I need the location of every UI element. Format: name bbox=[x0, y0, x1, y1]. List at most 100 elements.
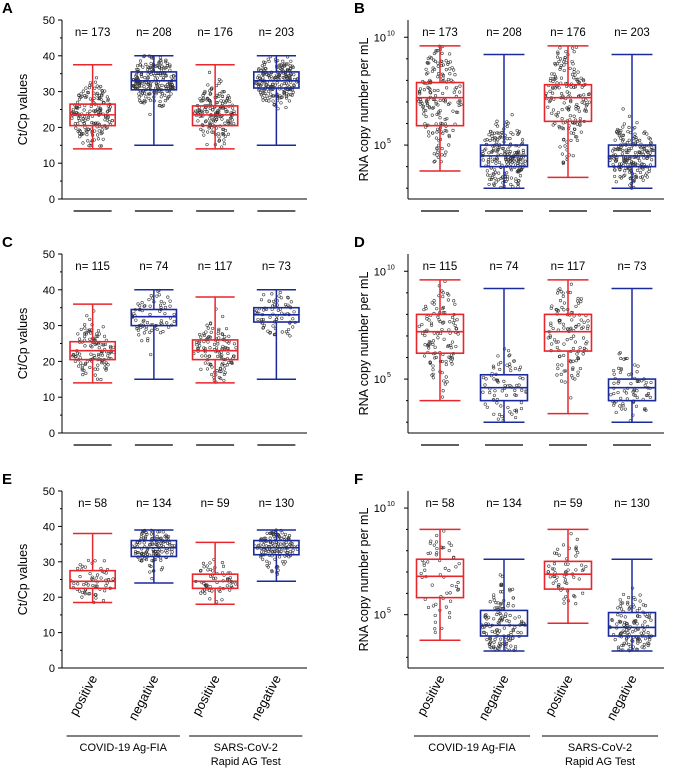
data-point bbox=[105, 95, 109, 99]
data-point bbox=[208, 567, 212, 572]
data-point bbox=[548, 335, 552, 339]
data-point bbox=[149, 353, 153, 357]
data-point bbox=[289, 300, 293, 304]
data-point bbox=[143, 557, 147, 561]
y-tick-label: 50 bbox=[43, 15, 55, 27]
data-point bbox=[571, 367, 575, 372]
data-point bbox=[571, 366, 575, 370]
data-point bbox=[642, 642, 646, 647]
data-point bbox=[436, 103, 440, 107]
data-point bbox=[160, 64, 164, 68]
data-point bbox=[618, 167, 622, 171]
data-point bbox=[264, 83, 268, 87]
data-point bbox=[459, 102, 463, 107]
data-point bbox=[96, 352, 101, 356]
data-point bbox=[428, 55, 432, 59]
data-point bbox=[442, 337, 446, 341]
data-point bbox=[221, 106, 225, 110]
data-point bbox=[648, 151, 652, 155]
data-point bbox=[418, 87, 423, 91]
data-point bbox=[172, 312, 176, 317]
data-point bbox=[624, 641, 629, 645]
data-point bbox=[492, 412, 496, 416]
data-point bbox=[517, 615, 521, 619]
data-point bbox=[618, 351, 622, 355]
data-point bbox=[436, 127, 440, 131]
data-point bbox=[515, 150, 519, 155]
data-point bbox=[632, 178, 637, 182]
data-point bbox=[222, 142, 226, 146]
data-point bbox=[225, 109, 229, 114]
data-point bbox=[493, 389, 497, 393]
data-point bbox=[441, 63, 445, 67]
data-point bbox=[581, 336, 586, 340]
data-point bbox=[624, 150, 628, 154]
data-point bbox=[220, 90, 224, 94]
data-point bbox=[88, 144, 92, 148]
data-point bbox=[435, 551, 439, 555]
data-point bbox=[207, 354, 211, 358]
data-point bbox=[616, 645, 621, 649]
data-point bbox=[441, 295, 445, 299]
data-point bbox=[279, 63, 283, 67]
data-point bbox=[208, 584, 212, 589]
data-point bbox=[434, 48, 438, 53]
data-point bbox=[481, 376, 486, 380]
data-point bbox=[434, 602, 438, 606]
data-point bbox=[155, 534, 159, 538]
data-point bbox=[618, 131, 622, 135]
data-points bbox=[546, 532, 588, 606]
data-point bbox=[83, 344, 87, 348]
data-point bbox=[284, 330, 288, 334]
data-point bbox=[215, 346, 219, 350]
data-point bbox=[626, 130, 630, 134]
data-point bbox=[582, 101, 586, 105]
data-point bbox=[432, 152, 436, 156]
data-point bbox=[200, 354, 204, 358]
data-point bbox=[647, 615, 651, 620]
data-point bbox=[81, 373, 85, 377]
data-point bbox=[205, 96, 209, 100]
data-point bbox=[523, 159, 527, 163]
data-point bbox=[168, 84, 172, 89]
box-2: n= 74 bbox=[130, 261, 178, 381]
data-point bbox=[220, 363, 224, 367]
data-point bbox=[639, 146, 643, 150]
data-point bbox=[96, 107, 100, 111]
data-point bbox=[642, 156, 646, 160]
data-point bbox=[623, 407, 627, 411]
y-tick-exponent: 10 bbox=[387, 30, 395, 37]
data-point bbox=[442, 529, 446, 533]
data-point bbox=[622, 159, 626, 164]
data-point bbox=[433, 345, 437, 349]
data-point bbox=[441, 321, 445, 325]
data-point bbox=[627, 596, 631, 600]
data-point bbox=[148, 304, 152, 308]
data-point bbox=[159, 541, 163, 546]
data-point bbox=[149, 72, 153, 76]
data-point bbox=[211, 108, 215, 112]
data-point bbox=[574, 359, 578, 363]
data-point bbox=[626, 602, 630, 606]
data-point bbox=[573, 85, 578, 89]
data-point bbox=[509, 176, 514, 180]
data-point bbox=[223, 346, 227, 350]
data-point bbox=[564, 595, 568, 599]
data-point bbox=[434, 100, 438, 104]
data-point bbox=[80, 366, 84, 370]
data-point bbox=[451, 128, 455, 132]
data-point bbox=[282, 64, 286, 68]
data-point bbox=[223, 335, 227, 339]
data-point bbox=[454, 85, 459, 90]
data-point bbox=[159, 95, 163, 99]
data-point bbox=[434, 136, 439, 140]
data-point bbox=[428, 541, 432, 545]
data-point bbox=[549, 321, 553, 325]
data-point bbox=[563, 56, 567, 60]
data-point bbox=[567, 105, 571, 109]
data-point bbox=[560, 126, 564, 130]
data-point bbox=[432, 160, 436, 164]
data-point bbox=[220, 332, 224, 336]
data-point bbox=[505, 177, 510, 181]
data-point bbox=[217, 351, 221, 355]
